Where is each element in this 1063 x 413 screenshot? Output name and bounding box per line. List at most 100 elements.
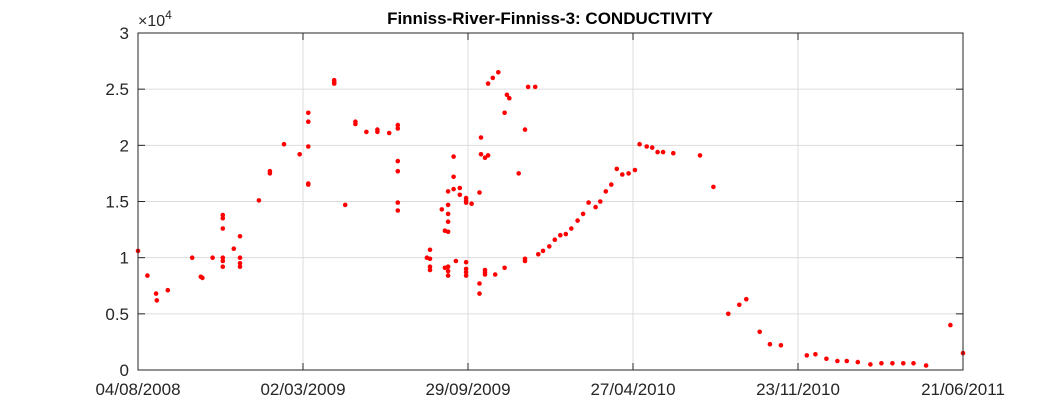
data-point [586,200,591,205]
data-point [948,322,953,328]
data-point [609,182,614,187]
data-point [386,130,392,136]
data-point [614,166,620,172]
data-point [256,198,262,203]
data-point [375,129,380,135]
y-tick-label: 0.5 [105,305,129,324]
data-point [469,201,474,206]
data-point [395,158,401,164]
data-point [395,208,401,213]
data-point [844,358,850,364]
data-point [165,287,171,293]
data-point [726,311,731,317]
data-point [306,182,311,187]
data-point [593,204,598,210]
data-point [445,273,451,278]
data-point [189,255,195,260]
data-point [632,167,638,173]
data-point [220,226,226,231]
data-point [210,255,215,260]
data-point [306,119,311,124]
data-point [478,152,484,157]
data-point [427,247,433,253]
y-tick-label: 1 [120,249,129,268]
data-point [439,207,445,212]
data-point [711,184,716,190]
data-point [598,199,603,204]
data-point [451,174,456,180]
data-point [477,190,482,195]
chart-title: Finniss-River-Finniss-3: CONDUCTIVITY [387,9,714,28]
data-point [580,211,586,217]
data-point [522,258,528,264]
data-point [575,218,580,223]
data-point [364,129,369,135]
y-tick-label: 3 [120,24,129,43]
data-point [395,122,401,128]
data-point [757,329,762,335]
data-point [879,361,884,366]
data-point [547,244,552,249]
data-point [532,84,538,90]
data-point [457,185,463,191]
data-point [835,358,840,364]
x-tick-label: 04/08/2008 [95,380,180,399]
data-point [220,255,226,260]
data-point [451,186,456,192]
tick-marks [137,32,964,371]
data-point [525,84,531,90]
data-point [490,75,496,81]
data-point [637,141,642,147]
data-point [220,212,226,218]
data-point [281,141,287,147]
data-point [485,81,491,86]
data-point [923,363,929,368]
data-point [824,356,829,362]
data-point [353,121,358,127]
data-point [427,256,433,262]
data-point [220,264,226,270]
data-point [237,234,243,239]
data-point [237,261,243,266]
data-point [145,273,150,278]
data-point [331,81,337,86]
data-point [445,268,451,274]
data-point [804,353,810,358]
y-multiplier: ×104 [138,8,172,30]
data-point [620,172,625,177]
data-point [463,259,469,265]
data-point [552,237,558,242]
data-point [457,192,463,198]
grid-lines [138,33,963,370]
data-point [395,168,401,174]
data-point [697,153,703,158]
data-point [445,264,451,270]
data-point [671,150,676,156]
data-point [504,92,510,98]
data-point [911,361,916,366]
data-point [427,264,433,270]
data-point [463,200,469,205]
y-tick-labels: 0 0.5 1 1.5 2 2.5 3 [105,24,129,380]
data-point [507,95,512,101]
data-point [445,189,451,194]
y-tick-label: 2.5 [105,80,129,99]
data-point [855,359,861,365]
data-point [477,291,482,296]
data-point [445,211,451,217]
data-point [220,258,226,264]
data-point [540,248,546,254]
data-point [536,252,541,257]
data-point [237,255,243,260]
data-point [200,275,205,281]
data-point [496,70,501,75]
y-multiplier-base: ×10 [138,13,165,30]
data-point [516,171,521,176]
data-point [451,154,456,159]
data-point [502,265,507,271]
data-point [477,281,482,286]
data-point [463,266,469,272]
data-point [482,272,488,277]
data-point [644,144,649,149]
